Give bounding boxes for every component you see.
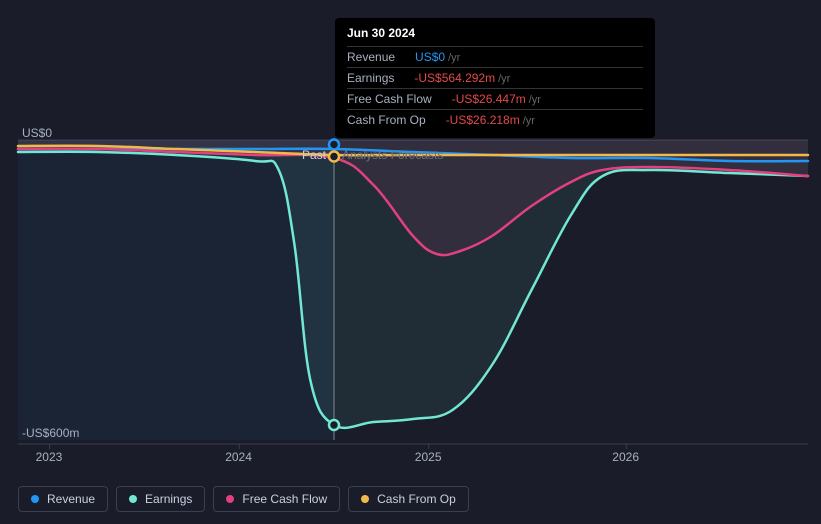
y-axis-top-label: US$0 bbox=[22, 126, 52, 140]
tooltip-row-label: Revenue bbox=[347, 50, 395, 64]
legend-item-label: Cash From Op bbox=[377, 492, 456, 506]
x-axis-tick: 2024 bbox=[225, 450, 252, 464]
tooltip-row-label: Cash From Op bbox=[347, 113, 426, 127]
y-axis-bottom-label: -US$600m bbox=[22, 426, 79, 440]
x-axis-tick: 2025 bbox=[415, 450, 442, 464]
legend-dot-icon bbox=[31, 495, 39, 503]
past-label: Past bbox=[302, 148, 326, 162]
tooltip-row-value: -US$26.218m bbox=[446, 113, 520, 127]
x-axis-tick: 2023 bbox=[36, 450, 63, 464]
financials-chart: US$0 -US$600m 2023 2024 2025 2026 Past Anal… bbox=[0, 0, 821, 524]
legend-dot-icon bbox=[361, 495, 369, 503]
forecast-label: Analysts Forecasts bbox=[342, 148, 443, 162]
tooltip-row-label: Earnings bbox=[347, 71, 394, 85]
tooltip-row-unit: /yr bbox=[523, 115, 535, 127]
tooltip-row-unit: /yr bbox=[498, 73, 510, 85]
tooltip-row-unit: /yr bbox=[448, 52, 460, 64]
chart-tooltip: Jun 30 2024 Revenue US$0/yr Earnings -US$56… bbox=[335, 18, 655, 138]
tooltip-row-unit: /yr bbox=[529, 94, 541, 106]
tooltip-row: Earnings -US$564.292m/yr bbox=[347, 67, 643, 88]
tooltip-title: Jun 30 2024 bbox=[347, 26, 643, 46]
tooltip-row: Cash From Op -US$26.218m/yr bbox=[347, 109, 643, 130]
tooltip-row-label: Free Cash Flow bbox=[347, 92, 432, 106]
legend-dot-icon bbox=[226, 495, 234, 503]
legend-item-earnings[interactable]: Earnings bbox=[116, 486, 205, 512]
legend-item-free-cash-flow[interactable]: Free Cash Flow bbox=[213, 486, 340, 512]
x-axis-tick: 2026 bbox=[612, 450, 639, 464]
legend-item-label: Revenue bbox=[47, 492, 95, 506]
tooltip-row-value: -US$564.292m bbox=[414, 71, 495, 85]
legend-dot-icon bbox=[129, 495, 137, 503]
tooltip-row: Free Cash Flow -US$26.447m/yr bbox=[347, 88, 643, 109]
legend-item-label: Free Cash Flow bbox=[242, 492, 327, 506]
legend-item-label: Earnings bbox=[145, 492, 192, 506]
tooltip-row-value: -US$26.447m bbox=[452, 92, 526, 106]
tooltip-row: Revenue US$0/yr bbox=[347, 46, 643, 67]
chart-legend: Revenue Earnings Free Cash Flow Cash From O… bbox=[18, 486, 469, 512]
legend-item-cash-from-op[interactable]: Cash From Op bbox=[348, 486, 469, 512]
tooltip-row-value: US$0 bbox=[415, 50, 445, 64]
legend-item-revenue[interactable]: Revenue bbox=[18, 486, 108, 512]
